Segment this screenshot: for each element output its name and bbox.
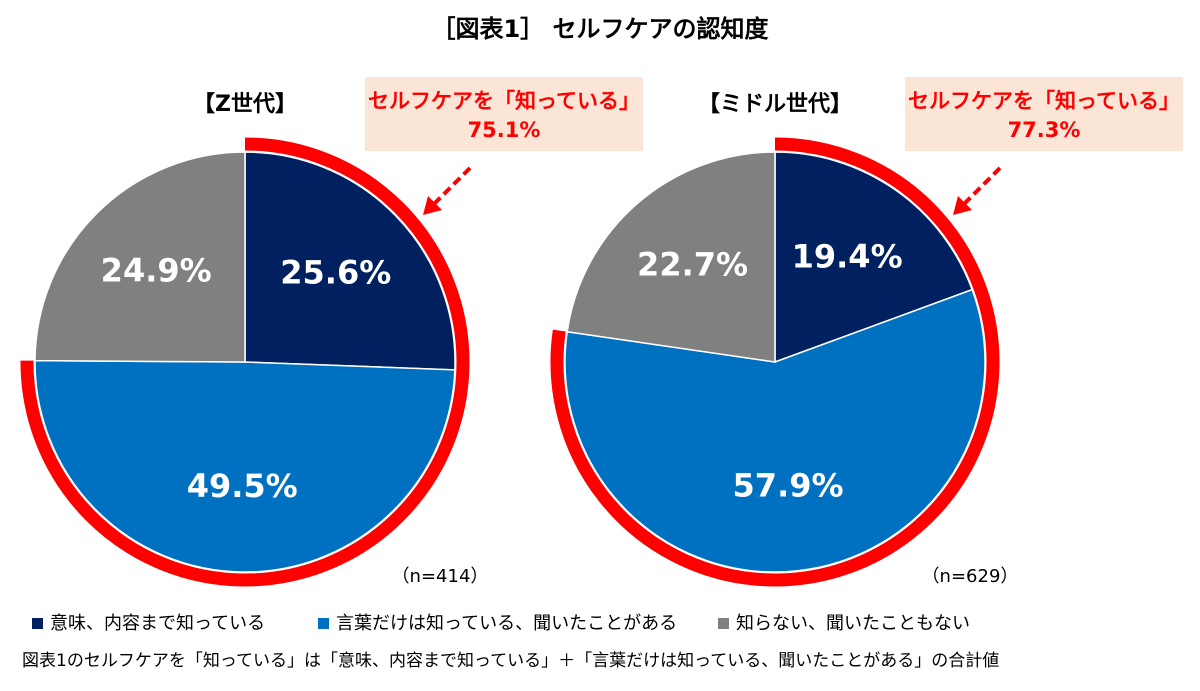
pie-slice xyxy=(566,151,776,363)
data-label: 19.4% xyxy=(792,238,903,276)
pie-slice xyxy=(564,288,986,573)
callout-value: 75.1% xyxy=(468,118,541,142)
callout-arc xyxy=(550,137,1000,587)
pie-slice xyxy=(34,359,456,573)
legend-swatch xyxy=(718,618,729,629)
arrow-head xyxy=(423,196,442,215)
chart-title: ［図表1］ セルフケアの認知度 xyxy=(431,15,769,43)
callout-box xyxy=(905,77,1183,151)
data-label: 22.7% xyxy=(637,246,748,284)
data-label: 25.6% xyxy=(280,254,391,292)
pie-slice xyxy=(774,151,974,364)
pie-title: 【ミドル世代】 xyxy=(698,92,852,117)
pie-title: 【Z世代】 xyxy=(193,92,297,117)
legend-label: 言葉だけは知っている、聞いたことがある xyxy=(336,613,677,634)
sample-size: （n=414） xyxy=(392,566,489,587)
callout-text: セルフケアを「知っている」 xyxy=(908,89,1180,113)
legend-swatch xyxy=(318,618,329,629)
data-label: 57.9% xyxy=(733,466,844,504)
callout-arc xyxy=(20,137,470,587)
callout-arrow xyxy=(961,166,1002,207)
pie-slice xyxy=(34,151,246,363)
data-label: 24.9% xyxy=(101,252,212,290)
legend-swatch xyxy=(32,618,43,629)
legend-label: 知らない、聞いたこともない xyxy=(736,613,970,634)
arrow-head xyxy=(953,196,972,215)
pie-slice xyxy=(244,151,456,371)
callout-box xyxy=(365,77,643,151)
callout-value: 77.3% xyxy=(1008,118,1081,142)
footnote: 図表1のセルフケアを「知っている」は「意味、内容まで知っている」＋「言葉だけは知… xyxy=(22,651,999,671)
sample-size: （n=629） xyxy=(922,566,1019,587)
callout-arrow xyxy=(431,166,472,207)
legend-label: 意味、内容まで知っている xyxy=(50,613,265,634)
callout-text: セルフケアを「知っている」 xyxy=(368,89,640,113)
data-label: 49.5% xyxy=(187,467,298,505)
